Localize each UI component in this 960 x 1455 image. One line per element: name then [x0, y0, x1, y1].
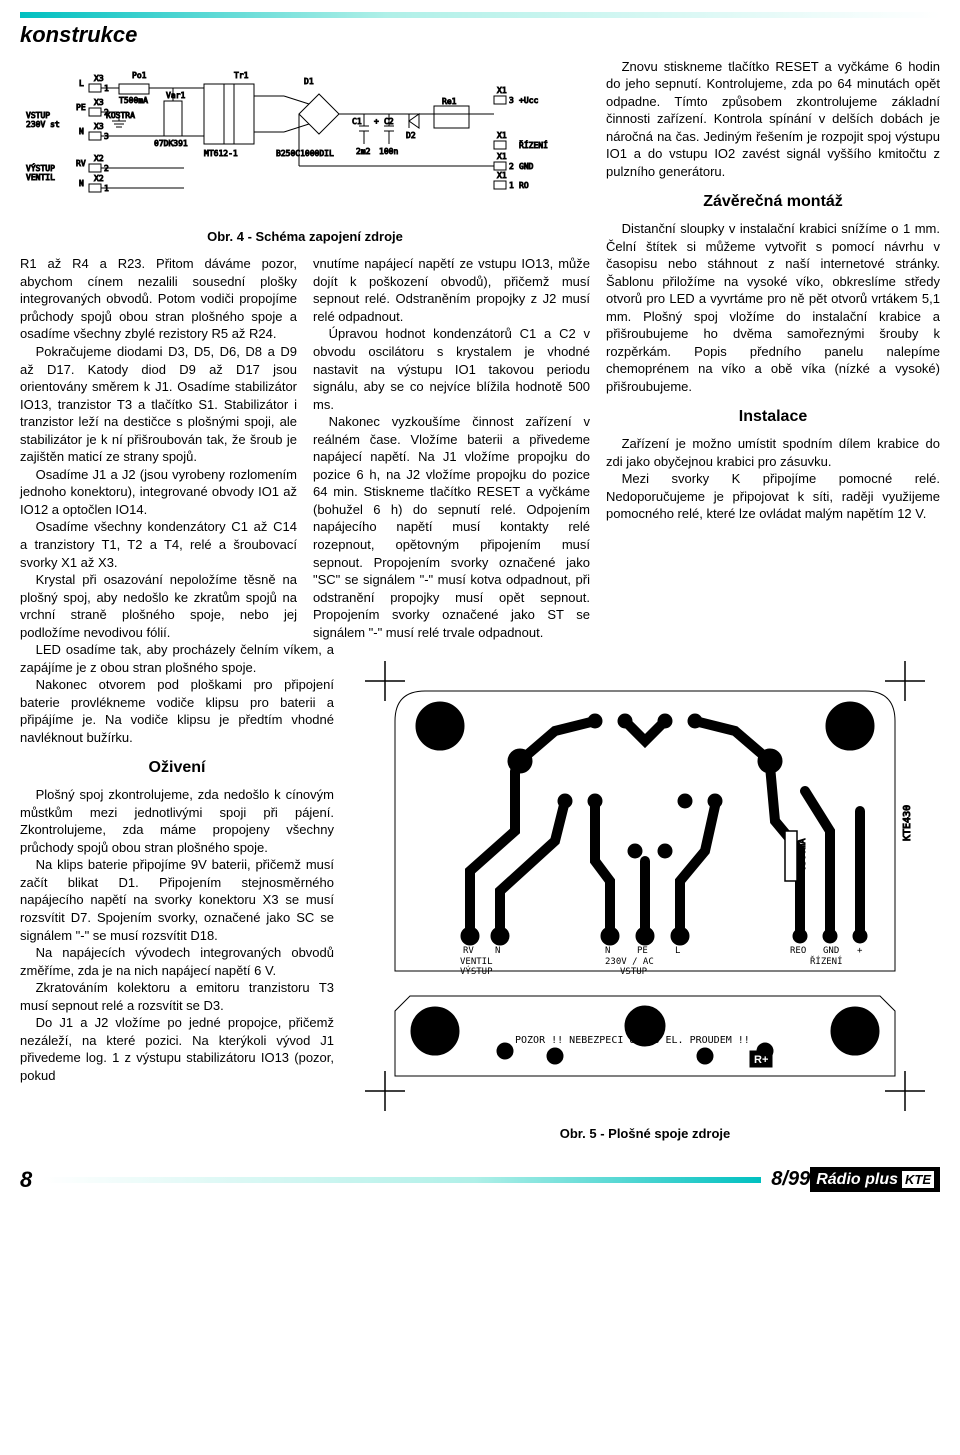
- schematic-figure: VSTUP 230V st VÝSTUP VENTIL L X3 1 PE X3…: [20, 62, 590, 222]
- label-vstup: VSTUP: [26, 111, 50, 120]
- svg-text:VÝSTUP: VÝSTUP: [460, 965, 493, 977]
- svg-text:X3: X3: [94, 74, 104, 83]
- col1-p1: R1 až R4 a R23. Přitom dáváme pozor, aby…: [20, 255, 297, 343]
- svg-text:N: N: [605, 946, 610, 956]
- svg-text:230V / AC: 230V / AC: [605, 957, 654, 967]
- svg-text:N: N: [79, 179, 84, 188]
- svg-text:X3: X3: [94, 98, 104, 107]
- brand-box: Rádio plus KTE: [810, 1167, 940, 1193]
- col1-p9: Na klips baterie připojíme 9V baterii, p…: [20, 856, 334, 944]
- heading-oziveni: Oživení: [20, 757, 334, 779]
- svg-text:ŘÍZENÍ: ŘÍZENÍ: [810, 955, 843, 967]
- svg-text:T500mA: T500mA: [798, 838, 808, 871]
- col1-p5: Krystal při osazování nepoložíme těsně n…: [20, 571, 297, 641]
- svg-text:KTE430: KTE430: [902, 805, 913, 841]
- col1-p11: Zkratováním kolektoru a emitoru tranzist…: [20, 979, 334, 1014]
- section-title: konstrukce: [20, 20, 940, 50]
- svg-text:Tr1: Tr1: [234, 71, 249, 80]
- column-1: R1 až R4 a R23. Přitom dáváme pozor, aby…: [20, 255, 297, 641]
- page-number: 8: [20, 1165, 32, 1195]
- label-vystup: VÝSTUP: [26, 162, 55, 173]
- footer: 8 8/99 Rádio plus KTE: [20, 1165, 940, 1195]
- svg-text:1: 1: [509, 181, 514, 190]
- col3-p2: Distanční sloupky v instalační krabici s…: [606, 220, 940, 395]
- fig4-caption: Obr. 4 - Schéma zapojení zdroje: [20, 228, 590, 246]
- col1-p8: Plošný spoj zkontrolujeme, zda nedošlo k…: [20, 786, 334, 856]
- svg-text:07DK391: 07DK391: [154, 139, 188, 148]
- svg-text:R+: R+: [754, 1054, 768, 1066]
- svg-text:X1: X1: [497, 152, 507, 161]
- col3-p3: Zařízení je možno umístit spodním dílem …: [606, 435, 940, 470]
- col3-p4: Mezi svorky K připojíme pomocné relé. Ne…: [606, 470, 940, 523]
- svg-text:Po1: Po1: [132, 71, 147, 80]
- col1-p4: Osadíme všechny kondenzátory C1 až C14 a…: [20, 518, 297, 571]
- fig5-caption: Obr. 5 - Plošné spoje zdroje: [350, 1125, 940, 1143]
- col1-p12: Do J1 a J2 vložíme po jedné propojce, př…: [20, 1014, 334, 1084]
- svg-text:+: +: [374, 117, 379, 126]
- column-2: vnutíme napájecí napětí ze vstupu IO13, …: [313, 255, 590, 641]
- svg-text:T500mA: T500mA: [119, 96, 148, 105]
- brand-text: Rádio plus: [816, 1169, 898, 1191]
- svg-text:2: 2: [509, 162, 514, 171]
- footer-gradient-bar: [42, 1177, 761, 1183]
- col1-p2: Pokračujeme diodami D3, D5, D6, D8 a D9 …: [20, 343, 297, 466]
- heading-instalace: Instalace: [606, 406, 940, 428]
- svg-text:B250C1000DIL: B250C1000DIL: [276, 149, 334, 158]
- svg-text:230V st: 230V st: [26, 120, 60, 129]
- svg-text:X1: X1: [497, 131, 507, 140]
- col1-p10: Na napájecích vývodech integrovaných obv…: [20, 944, 334, 979]
- col1-p6: LED osadíme tak, aby procházely čelním v…: [20, 641, 334, 676]
- svg-text:Var1: Var1: [166, 91, 185, 100]
- brand-kte: KTE: [902, 1171, 934, 1189]
- svg-text:D1: D1: [304, 77, 314, 86]
- header-gradient-bar: [20, 12, 940, 18]
- svg-text:C1: C1: [352, 117, 362, 126]
- col1-p3: Osadíme J1 a J2 (jsou vyrobeny rozlomení…: [20, 466, 297, 519]
- svg-text:2m2: 2m2: [356, 147, 371, 156]
- svg-text:X1: X1: [497, 171, 507, 180]
- svg-text:RV: RV: [76, 159, 86, 168]
- svg-text:N: N: [495, 946, 500, 956]
- svg-text:L: L: [79, 79, 84, 88]
- svg-text:VENTIL: VENTIL: [460, 957, 493, 967]
- svg-text:RV: RV: [463, 946, 474, 956]
- svg-text:REO: REO: [790, 946, 806, 956]
- svg-text:KOSTRA: KOSTRA: [106, 111, 135, 120]
- col2-p3: Nakonec vyzkoušíme činnost zařízení v re…: [313, 413, 590, 641]
- svg-text:X1: X1: [497, 86, 507, 95]
- svg-text:3: 3: [509, 96, 514, 105]
- issue-number: 8/99: [771, 1166, 810, 1193]
- svg-text:100n: 100n: [379, 147, 398, 156]
- svg-text:+Ucc: +Ucc: [519, 96, 538, 105]
- svg-text:GND: GND: [823, 946, 839, 956]
- col3-p1: Znovu stiskneme tlačítko RESET a vyčkáme…: [606, 58, 940, 181]
- svg-text:X3: X3: [94, 122, 104, 131]
- svg-text:C2: C2: [384, 117, 394, 126]
- svg-text:PE: PE: [76, 103, 86, 112]
- svg-text:PE: PE: [637, 946, 648, 956]
- column-1-continued: LED osadíme tak, aby procházely čelním v…: [20, 641, 334, 1153]
- pcb-figure: T500mA KTE430 RV N VENTIL VÝSTUP N PE L 230…: [350, 651, 940, 1143]
- pcb-svg: T500mA KTE430 RV N VENTIL VÝSTUP N PE L 230…: [355, 651, 935, 1121]
- svg-text:POZOR !! NEBEZPECI URAZU EL. P: POZOR !! NEBEZPECI URAZU EL. PROUDEM !!: [515, 1035, 750, 1046]
- col2-p2: Úpravou hodnot kondenzátorů C1 a C2 v ob…: [313, 325, 590, 413]
- svg-text:D2: D2: [406, 131, 416, 140]
- svg-text:L: L: [675, 946, 680, 956]
- svg-text:GND: GND: [519, 162, 534, 171]
- column-3: Znovu stiskneme tlačítko RESET a vyčkáme…: [606, 58, 940, 523]
- heading-zaverecna: Závěrečná montáž: [606, 191, 940, 213]
- svg-text:X2: X2: [94, 174, 104, 183]
- svg-text:Re1: Re1: [442, 97, 457, 106]
- col2-p1: vnutíme napájecí napětí ze vstupu IO13, …: [313, 255, 590, 325]
- schematic-svg: VSTUP 230V st VÝSTUP VENTIL L X3 1 PE X3…: [24, 66, 584, 221]
- col1-p7: Nakonec otvorem pod ploškami pro připoje…: [20, 676, 334, 746]
- svg-text:X2: X2: [94, 154, 104, 163]
- svg-text:MT612-1: MT612-1: [204, 149, 238, 158]
- svg-text:VSTUP: VSTUP: [620, 967, 648, 977]
- svg-text:VENTIL: VENTIL: [26, 173, 55, 182]
- svg-text:ŘÍZENÍ: ŘÍZENÍ: [519, 139, 548, 150]
- svg-text:N: N: [79, 127, 84, 136]
- svg-text:RO: RO: [519, 181, 529, 190]
- svg-text:+: +: [857, 946, 863, 956]
